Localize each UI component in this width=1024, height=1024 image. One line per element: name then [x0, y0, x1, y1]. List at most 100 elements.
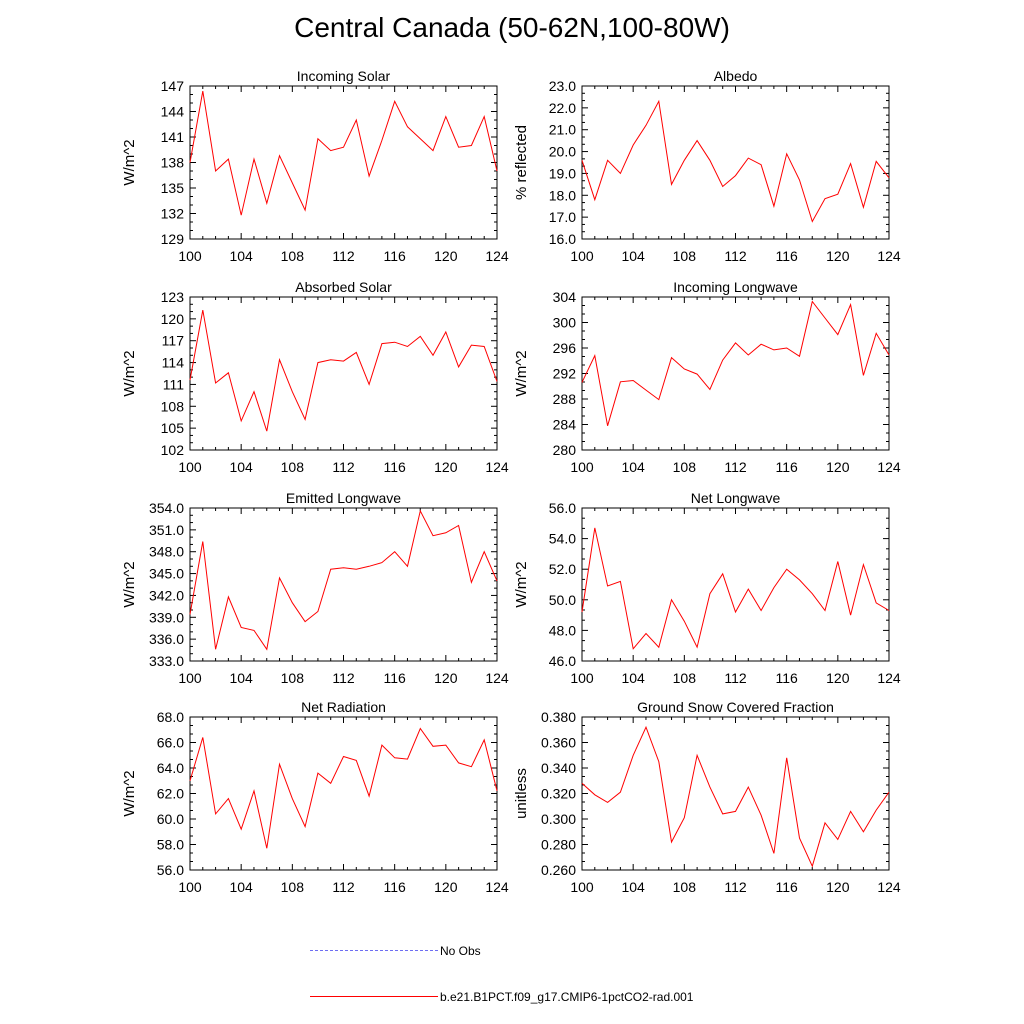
panel-title: Absorbed Solar [295, 279, 392, 295]
y-tick-label: 56.0 [157, 862, 184, 878]
plot-frame [189, 716, 498, 871]
x-tick-label: 108 [281, 459, 305, 475]
panel-title: Albedo [714, 68, 758, 84]
panel-title: Net Longwave [691, 490, 781, 506]
plot-frame [189, 507, 498, 662]
chart-panel: Incoming Longwave W/m^2 100 104 108 112 116 120… [513, 279, 901, 475]
y-tick-label: 280 [553, 442, 577, 458]
chart-panel: Albedo % reflected 100 104 108 112 116 120 124 16… [513, 68, 901, 264]
y-tick-label: 0.380 [541, 709, 576, 725]
chart-panel: Incoming Solar W/m^2 100 104 108 112 116 120 124… [121, 68, 509, 264]
x-tick-label: 104 [229, 879, 253, 895]
x-tick-label: 108 [673, 670, 697, 686]
y-tick-label: 135 [161, 180, 185, 196]
x-tick-label: 112 [724, 459, 747, 475]
legend-item-obs: No Obs [310, 943, 481, 958]
series-line [189, 91, 498, 216]
x-tick-label: 116 [384, 248, 407, 264]
x-tick-label: 124 [485, 459, 509, 475]
x-tick-label: 104 [621, 459, 645, 475]
plot-frame [581, 85, 890, 240]
series-line [581, 725, 890, 868]
x-tick-label: 104 [621, 248, 645, 264]
y-axis-label: W/m^2 [513, 350, 530, 396]
y-tick-label: 54.0 [549, 531, 576, 547]
x-tick-label: 116 [776, 248, 799, 264]
y-axis-label: % reflected [513, 125, 530, 200]
legend-label: No Obs [440, 943, 481, 958]
y-tick-label: 123 [161, 289, 185, 305]
x-tick-label: 108 [673, 248, 697, 264]
x-tick-label: 108 [281, 670, 305, 686]
x-tick-label: 112 [332, 248, 355, 264]
x-tick-label: 112 [332, 459, 355, 475]
x-tick-label: 112 [332, 879, 355, 895]
y-tick-label: 17.0 [549, 209, 576, 225]
y-tick-label: 333.0 [149, 653, 184, 669]
chart-panel: Net Longwave W/m^2 100 104 108 112 116 120 124 46… [513, 490, 901, 686]
y-tick-label: 147 [161, 78, 185, 94]
y-tick-label: 102 [161, 442, 185, 458]
x-tick-label: 100 [178, 670, 202, 686]
y-tick-label: 22.0 [549, 100, 576, 116]
x-tick-label: 112 [724, 670, 747, 686]
x-tick-label: 104 [621, 879, 645, 895]
x-tick-label: 100 [178, 879, 202, 895]
plot-frame [189, 85, 498, 240]
y-tick-label: 300 [553, 315, 577, 331]
x-tick-label: 124 [877, 670, 901, 686]
x-tick-label: 124 [877, 879, 901, 895]
y-tick-label: 292 [553, 366, 577, 382]
legend-swatch-dashed [310, 950, 438, 952]
y-tick-label: 345.0 [149, 566, 184, 582]
x-tick-label: 124 [485, 670, 509, 686]
x-tick-label: 124 [485, 248, 509, 264]
y-tick-label: 138 [161, 155, 185, 171]
x-tick-label: 120 [434, 248, 458, 264]
y-axis-label: W/m^2 [121, 770, 138, 816]
y-tick-label: 284 [553, 417, 577, 433]
y-tick-label: 339.0 [149, 609, 184, 625]
x-tick-label: 120 [826, 879, 850, 895]
y-tick-label: 111 [163, 376, 184, 392]
y-tick-label: 144 [161, 104, 185, 120]
plot-frame [581, 716, 890, 871]
panel-title: Incoming Longwave [673, 279, 798, 295]
plot-frame [581, 296, 890, 451]
x-tick-label: 120 [434, 879, 458, 895]
y-tick-label: 348.0 [149, 544, 184, 560]
y-tick-label: 336.0 [149, 631, 184, 647]
x-tick-label: 124 [877, 248, 901, 264]
x-tick-label: 104 [229, 459, 253, 475]
x-tick-label: 100 [570, 670, 594, 686]
y-tick-label: 18.0 [549, 187, 576, 203]
x-tick-label: 124 [485, 879, 509, 895]
x-tick-label: 116 [776, 879, 799, 895]
y-tick-label: 141 [161, 129, 185, 145]
x-tick-label: 112 [332, 670, 355, 686]
y-tick-label: 120 [161, 311, 185, 327]
x-tick-label: 116 [776, 670, 799, 686]
y-tick-label: 351.0 [149, 522, 184, 538]
y-tick-label: 16.0 [549, 231, 576, 247]
x-tick-label: 120 [434, 459, 458, 475]
y-tick-label: 20.0 [549, 144, 576, 160]
y-tick-label: 0.320 [541, 786, 576, 802]
series-line [581, 527, 890, 650]
plot-frame [189, 296, 498, 451]
x-tick-label: 108 [673, 879, 697, 895]
y-axis-label: W/m^2 [513, 561, 530, 607]
y-tick-label: 0.280 [541, 837, 576, 853]
figure-title: Central Canada (50-62N,100-80W) [294, 12, 730, 43]
y-tick-label: 19.0 [549, 165, 576, 181]
legend-swatch-solid [310, 996, 438, 998]
y-tick-label: 288 [553, 391, 577, 407]
y-tick-label: 114 [162, 355, 185, 371]
y-tick-label: 0.260 [541, 862, 576, 878]
series-line [189, 727, 498, 849]
y-axis-label: unitless [513, 768, 530, 819]
legend-item-model: b.e21.B1PCT.f09_g17.CMIP6-1pctCO2-rad.00… [310, 989, 693, 1004]
x-tick-label: 120 [826, 248, 850, 264]
y-tick-label: 21.0 [549, 122, 576, 138]
